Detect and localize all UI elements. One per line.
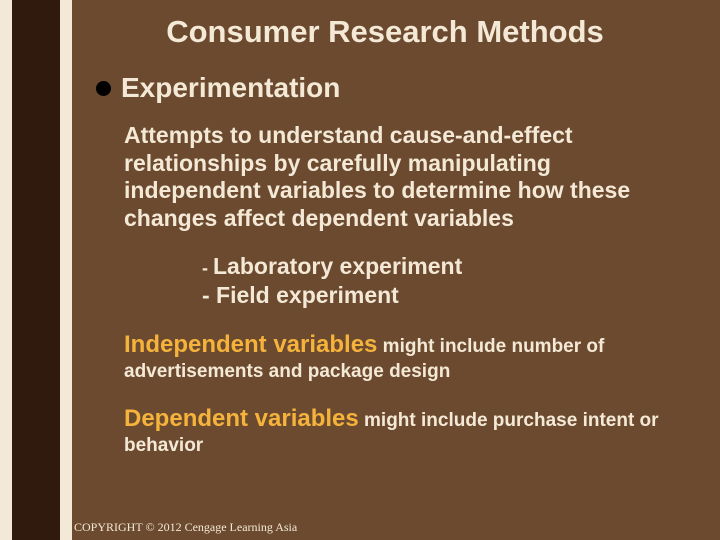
section-dependent-lead: Dependent variables — [124, 405, 359, 432]
sub-item-1-dash: - — [202, 258, 213, 278]
bullet-icon — [96, 81, 111, 96]
copyright-text: COPYRIGHT © 2012 Cengage Learning Asia — [74, 520, 297, 535]
section-independent: Independent variables might include numb… — [124, 330, 684, 384]
section-dependent: Dependent variables might include purcha… — [124, 404, 684, 458]
slide-title: Consumer Research Methods — [0, 14, 720, 50]
content-area: Experimentation Attempts to understand c… — [96, 72, 696, 457]
bullet-row: Experimentation — [96, 72, 696, 104]
sub-item-1: - Laboratory experiment — [202, 252, 696, 281]
left-band-inner — [12, 0, 60, 540]
sub-item-1-text: Laboratory experiment — [213, 253, 462, 279]
section-independent-lead: Independent variables — [124, 331, 377, 358]
bullet-heading: Experimentation — [121, 72, 340, 104]
bullet-paragraph: Attempts to understand cause-and-effect … — [124, 122, 684, 232]
sub-list: - Laboratory experiment - Field experime… — [202, 252, 696, 310]
sub-item-2: - Field experiment — [202, 281, 696, 310]
slide: Consumer Research Methods Experimentatio… — [0, 0, 720, 540]
